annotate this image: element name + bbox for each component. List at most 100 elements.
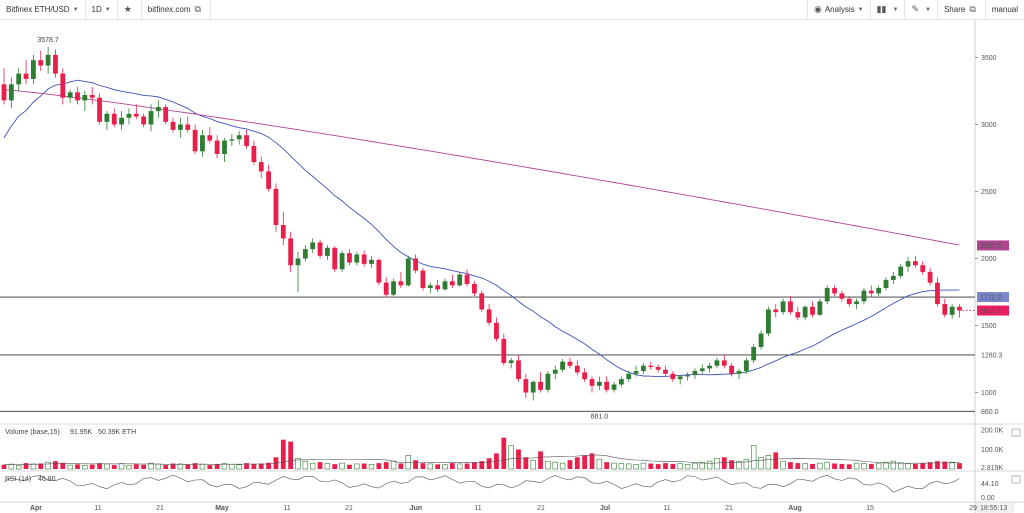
candle xyxy=(369,259,374,264)
volume-bar xyxy=(398,463,404,469)
candle xyxy=(339,253,345,270)
level-label: 860.0 xyxy=(981,409,999,416)
volume-bar xyxy=(133,464,139,469)
candle xyxy=(332,247,338,270)
candle xyxy=(266,171,271,189)
price-chart[interactable]: 3500 3000 2500 2000 1500 1000 1280.3 860.0 3578.… xyxy=(0,20,1024,513)
candle xyxy=(898,266,904,276)
volume-bar xyxy=(905,463,911,470)
share-button[interactable]: Share ⧉ xyxy=(936,0,985,20)
date-tick-label: 29 xyxy=(969,505,977,512)
candle xyxy=(890,275,896,280)
volume-bar xyxy=(38,463,44,469)
volume-tick-label: 100.0K xyxy=(981,447,1004,454)
candle xyxy=(905,261,911,267)
date-tick-label: Jun xyxy=(410,505,422,512)
clock-label: 18:55:13 xyxy=(980,505,1007,512)
volume-bar xyxy=(251,463,257,469)
candle xyxy=(148,111,154,125)
candle xyxy=(721,360,727,366)
chart-type-button[interactable]: ▮▮ ▼ xyxy=(869,0,905,20)
candle xyxy=(376,259,382,283)
candle xyxy=(405,258,411,286)
date-tick-label: 11 xyxy=(94,505,101,512)
volume-bar xyxy=(8,463,15,470)
price-badge-label: 1611.7 xyxy=(980,308,1001,315)
candle xyxy=(633,371,639,374)
chart-toolbar: Bitfinex ETH/USD ▼ 1D ▼ ★ bitfinex.com ⧉ ◉ A… xyxy=(0,0,1024,20)
panel-collapse-icon xyxy=(1011,428,1021,437)
price-badge xyxy=(977,305,1009,316)
volume-bar xyxy=(765,455,772,470)
volume-bar xyxy=(589,453,595,469)
candle xyxy=(163,107,169,122)
candle xyxy=(685,375,690,377)
volume-bar xyxy=(883,461,889,470)
date-tick-label: 21 xyxy=(725,505,733,512)
volume-bar xyxy=(604,462,610,469)
symbol-selector[interactable]: Bitfinex ETH/USD ▼ xyxy=(0,0,86,20)
draw-tool-button[interactable]: ✎ ▼ xyxy=(904,0,937,20)
volume-bar xyxy=(736,460,742,470)
volume-bar xyxy=(442,464,448,470)
volume-bar xyxy=(552,461,558,470)
date-tick-label: 11 xyxy=(663,505,670,512)
candle xyxy=(854,301,859,305)
candle xyxy=(464,274,470,284)
interval-selector[interactable]: 1D ▼ xyxy=(86,0,118,20)
candle xyxy=(8,84,14,101)
date-tick-label: 15 xyxy=(866,505,874,512)
candle xyxy=(53,54,58,74)
volume-bar xyxy=(626,463,632,470)
analysis-button[interactable]: ◉ Analysis ▼ xyxy=(806,0,870,20)
candle xyxy=(582,372,588,380)
candle xyxy=(714,360,720,366)
candle xyxy=(699,368,705,372)
favorite-button[interactable]: ★ xyxy=(118,0,142,20)
price-badge-label: 1712.2 xyxy=(980,295,1002,302)
manual-button[interactable]: manual xyxy=(984,0,1024,20)
volume-bar xyxy=(185,464,191,469)
candle xyxy=(868,290,874,294)
volume-bar xyxy=(236,464,242,470)
candle xyxy=(641,365,646,372)
site-link[interactable]: bitfinex.com ⧉ xyxy=(142,0,211,20)
candle xyxy=(413,258,418,271)
candle xyxy=(457,274,463,286)
candle xyxy=(317,242,323,256)
candle xyxy=(155,107,161,112)
volume-bar xyxy=(148,462,154,470)
rsi-tick-label: 44.10 xyxy=(981,481,999,488)
volume-bar xyxy=(347,464,352,469)
candle xyxy=(942,304,948,315)
candle xyxy=(508,360,514,364)
candle xyxy=(479,293,485,310)
volume-bar xyxy=(670,463,676,469)
candle xyxy=(288,238,294,266)
volume-bar xyxy=(640,462,647,470)
volume-bar xyxy=(920,463,926,469)
date-tick-label: Jul xyxy=(600,505,610,512)
candle xyxy=(295,258,301,266)
candle xyxy=(486,309,492,323)
volume-bar xyxy=(221,463,228,470)
chevron-down-icon: ▼ xyxy=(892,6,899,13)
volume-bar xyxy=(361,463,367,469)
candle xyxy=(310,242,316,250)
volume-bar xyxy=(354,463,360,470)
share-label: Share xyxy=(943,5,966,14)
candle xyxy=(494,322,499,339)
volume-bar xyxy=(692,462,698,470)
volume-bar xyxy=(663,463,668,469)
candle xyxy=(170,121,176,130)
candle xyxy=(185,124,191,130)
volume-bar xyxy=(559,462,566,470)
volume-bar xyxy=(494,453,499,469)
date-tick-label: 11 xyxy=(283,505,290,512)
candle xyxy=(111,113,117,125)
volume-bar xyxy=(957,463,962,469)
volume-bar xyxy=(677,463,683,470)
price-tick-label: 2500 xyxy=(981,189,997,196)
volume-bar xyxy=(890,460,897,470)
candle xyxy=(560,361,565,370)
